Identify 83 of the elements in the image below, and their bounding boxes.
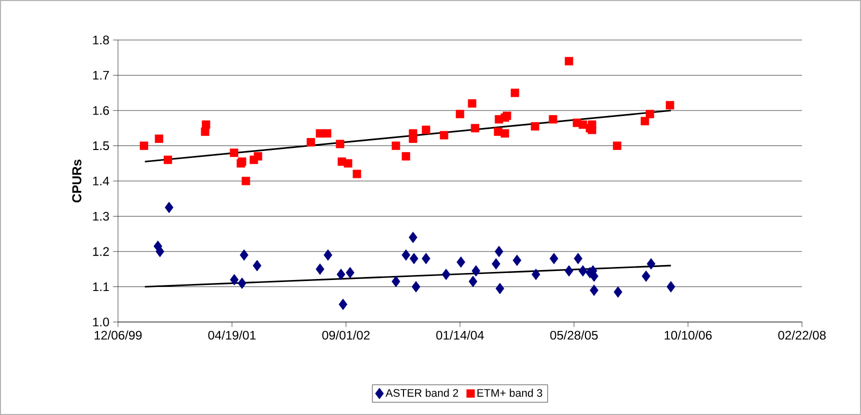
- point: [322, 129, 332, 138]
- point: [590, 284, 598, 296]
- point: [564, 265, 574, 277]
- point: [646, 258, 656, 270]
- point: [352, 170, 362, 178]
- y-tick-label: 1.2: [93, 247, 109, 256]
- y-tick-label: 1.4: [93, 176, 110, 186]
- point: [412, 281, 420, 292]
- point: [612, 142, 622, 150]
- point: [252, 260, 262, 272]
- legend-label: ETM+ band 3: [477, 388, 542, 397]
- point: [456, 256, 466, 268]
- point: [338, 298, 348, 310]
- y-tick-label: 1.6: [93, 106, 109, 115]
- x-tick-label: 10/10/06: [664, 330, 712, 340]
- point: [492, 258, 500, 270]
- point: [422, 126, 430, 134]
- point: [496, 282, 504, 294]
- point: [564, 56, 574, 66]
- x-tick-label: 05/28/05: [550, 330, 598, 340]
- point: [468, 99, 476, 108]
- y-axis-title: CPURs: [72, 160, 82, 202]
- point: [346, 266, 354, 278]
- point: [494, 246, 504, 258]
- point: [578, 265, 588, 277]
- point: [336, 140, 344, 148]
- point: [646, 110, 654, 118]
- y-tick-label: 1.7: [93, 70, 109, 80]
- point: [422, 252, 430, 264]
- point: [408, 129, 418, 138]
- y-tick-label: 1.5: [93, 141, 109, 150]
- point: [408, 232, 418, 244]
- x-tick-label: 09/01/02: [322, 330, 370, 340]
- point: [306, 138, 316, 146]
- y-tick-label: 1.3: [93, 212, 109, 221]
- point: [402, 152, 410, 161]
- point: [410, 252, 418, 264]
- legend-label: ASTER band 2: [386, 388, 458, 397]
- point: [200, 127, 210, 136]
- point: [532, 268, 540, 280]
- point: [468, 276, 478, 288]
- point: [666, 101, 674, 110]
- point: [402, 249, 410, 261]
- x-tick-label: 02/22/08: [778, 330, 826, 340]
- point: [500, 129, 510, 138]
- point: [344, 159, 352, 168]
- point: [530, 122, 540, 131]
- point: [512, 254, 522, 266]
- point: [640, 116, 650, 126]
- point: [316, 263, 324, 275]
- point: [642, 270, 650, 282]
- point: [164, 156, 172, 164]
- point: [440, 130, 448, 140]
- point: [336, 268, 346, 280]
- y-tick-label: 1.1: [93, 282, 109, 292]
- point: [140, 142, 148, 150]
- y-tick-label: 1.0: [93, 318, 110, 326]
- point: [392, 142, 400, 150]
- y-tick-label: 1.8: [93, 36, 109, 44]
- point: [164, 202, 174, 214]
- point: [666, 281, 676, 292]
- point: [230, 148, 238, 157]
- point: [238, 278, 246, 289]
- point: [456, 110, 464, 118]
- point: [510, 88, 520, 98]
- point: [254, 152, 262, 161]
- point: [548, 115, 558, 124]
- point: [442, 268, 450, 280]
- point: [392, 276, 400, 288]
- point: [230, 274, 239, 286]
- point: [324, 249, 332, 261]
- point: [614, 286, 622, 298]
- point: [154, 134, 164, 143]
- point: [472, 265, 480, 277]
- point: [242, 176, 250, 186]
- point: [574, 252, 582, 264]
- x-tick-label: 01/14/04: [436, 330, 484, 340]
- x-tick-label: 12/06/99: [94, 330, 142, 340]
- point: [240, 249, 248, 261]
- point: [156, 246, 164, 258]
- point: [550, 252, 558, 264]
- x-tick-label: 04/19/01: [208, 330, 256, 340]
- point: [470, 124, 480, 132]
